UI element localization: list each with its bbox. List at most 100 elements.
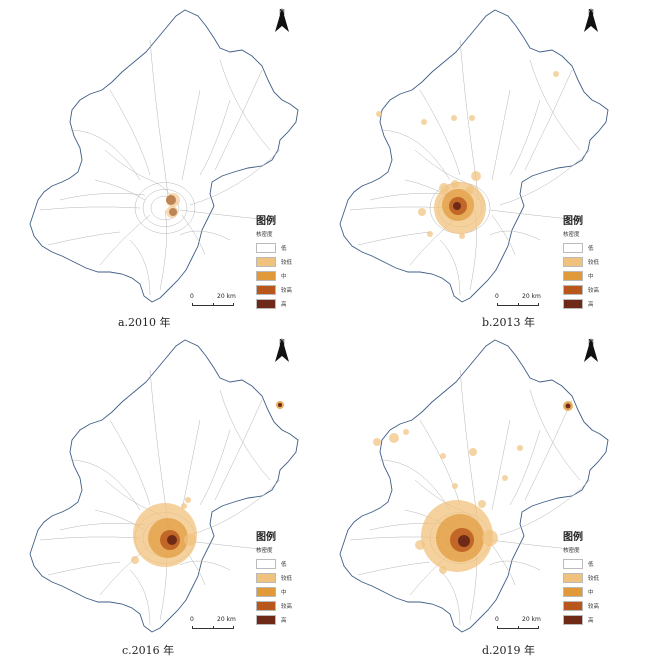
legend-swatch [256,614,276,625]
legend-swatch [256,298,276,309]
scale-zero-label: 0 [495,616,499,623]
density-hotspot [469,448,477,456]
density-hotspot [502,475,508,481]
density-hotspot [482,530,498,546]
road-line [69,459,141,511]
density-hotspot [403,429,409,435]
legend-swatch [256,242,276,253]
road-line [149,39,169,201]
legend-item-mid-high: 较高 [563,284,599,295]
road-line [47,561,121,576]
road-line [491,419,511,511]
legend-item-high: 高 [256,298,292,309]
road-line [499,479,591,536]
road-line [69,129,141,181]
density-hotspot [278,403,282,407]
density-hotspot [565,403,571,409]
legend-swatch [256,558,276,569]
legend-item-mid-high: 较高 [563,600,599,611]
legend-item-low: 低 [256,242,292,253]
road-line [489,209,581,221]
road-line [39,536,141,541]
legend-item-high: 高 [256,614,292,625]
road-line [524,69,573,171]
legend-swatch [256,586,276,597]
ring-road [150,195,180,221]
panel-caption: a.2010 年 [118,316,171,329]
legend-swatch [563,558,583,569]
density-hotspot [415,540,425,550]
density-hotspot [373,438,381,446]
beijing-boundary [29,9,299,303]
road-line [179,560,231,571]
road-line [47,231,121,246]
road-line [109,89,151,176]
road-line [199,99,231,176]
density-hotspot [185,497,191,503]
density-hotspot [478,500,486,508]
road-line [357,561,431,576]
legend-item-low: 低 [563,558,599,569]
scale-distance-label: 20 km [217,616,236,623]
legend-swatch [563,284,583,295]
road-line [529,59,581,151]
density-hotspot [131,556,139,564]
density-hotspot [459,233,465,239]
scale-zero-label: 0 [190,616,194,623]
legend-title: 图例 [563,216,583,227]
legend: 图例 核密度 低 较低 中 较高 高 [256,212,292,312]
legend-title: 图例 [563,532,583,543]
road-line [159,209,167,291]
legend: 图例 核密度 低 较低 中 较高 高 [563,212,599,312]
road-line [189,479,281,536]
legend: 图例 核密度 低 较低 中 较高 高 [563,528,599,628]
legend-swatch [563,242,583,253]
map-panel-2010: N 图例 核密度 低 较低 中 较高 高 0 20 km a.2010 年 [0,0,325,330]
legend-subtitle: 核密度 [563,232,580,238]
legend-swatch [256,284,276,295]
map-canvas [339,339,609,633]
road-line [189,149,281,206]
road-line [489,539,581,551]
beijing-boundary [339,339,609,633]
legend-swatch [563,298,583,309]
road-line [439,239,461,296]
density-hotspot [184,534,196,546]
legend-subtitle: 核密度 [256,548,273,554]
legend-swatch [563,270,583,281]
road-line [419,89,461,176]
road-line [219,389,271,481]
road-line [109,419,151,506]
road-line [489,560,541,571]
density-hotspot [469,115,475,121]
beijing-boundary [29,339,299,633]
legend-subtitle: 核密度 [256,232,273,238]
density-hotspot [451,115,457,121]
legend-swatch [256,270,276,281]
density-hotspot [181,503,187,509]
legend-item-mid: 中 [256,270,292,281]
density-hotspot [166,206,178,218]
panel-caption: b.2013 年 [482,316,536,329]
beijing-boundary [339,9,609,303]
scale-distance-label: 20 km [522,293,541,300]
road-line [214,69,263,171]
density-hotspot [167,535,177,545]
road-line [129,569,151,626]
road-line [129,239,151,296]
north-arrow-icon: N [272,8,292,32]
road-line [94,179,146,201]
density-hotspot [389,433,399,443]
density-hotspot [166,193,180,207]
legend-item-mid-low: 较低 [256,572,292,583]
density-hotspot [453,202,461,210]
legend-title: 图例 [256,216,276,227]
road-line [489,230,541,241]
road-line [199,429,231,506]
road-line [491,89,511,181]
road-line [509,429,541,506]
north-arrow-icon: N [581,338,601,362]
legend: 图例 核密度 低 较低 中 较高 高 [256,528,292,628]
road-line [509,99,541,176]
legend-swatch [563,614,583,625]
